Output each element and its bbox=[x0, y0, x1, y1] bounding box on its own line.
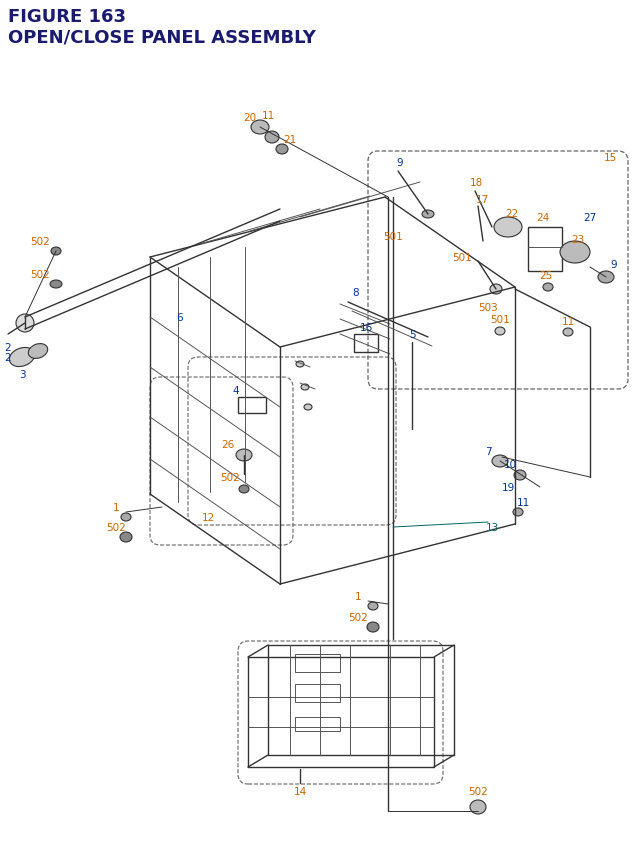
Ellipse shape bbox=[304, 405, 312, 411]
Text: 22: 22 bbox=[506, 208, 518, 219]
Ellipse shape bbox=[514, 470, 526, 480]
Ellipse shape bbox=[121, 513, 131, 522]
Text: 502: 502 bbox=[30, 269, 50, 280]
Text: 20: 20 bbox=[243, 113, 257, 123]
Bar bbox=[238, 398, 266, 413]
Text: 502: 502 bbox=[220, 473, 240, 482]
Text: 1: 1 bbox=[113, 503, 119, 512]
Ellipse shape bbox=[120, 532, 132, 542]
Ellipse shape bbox=[367, 623, 379, 632]
Ellipse shape bbox=[251, 121, 269, 135]
Ellipse shape bbox=[495, 328, 505, 336]
Text: 1: 1 bbox=[355, 592, 362, 601]
Text: 503: 503 bbox=[478, 303, 498, 313]
Text: 7: 7 bbox=[484, 447, 492, 456]
Text: 8: 8 bbox=[353, 288, 359, 298]
Ellipse shape bbox=[368, 603, 378, 610]
Ellipse shape bbox=[276, 145, 288, 155]
Ellipse shape bbox=[10, 348, 35, 367]
Text: 13: 13 bbox=[485, 523, 499, 532]
Text: 2: 2 bbox=[4, 353, 12, 362]
Text: 26: 26 bbox=[221, 439, 235, 449]
Text: 9: 9 bbox=[397, 158, 403, 168]
Ellipse shape bbox=[51, 248, 61, 256]
Ellipse shape bbox=[560, 242, 590, 263]
Text: 502: 502 bbox=[348, 612, 368, 623]
Text: 11: 11 bbox=[516, 498, 530, 507]
Text: 23: 23 bbox=[572, 235, 584, 245]
Text: 27: 27 bbox=[584, 213, 596, 223]
Bar bbox=[528, 228, 562, 272]
Text: 21: 21 bbox=[284, 135, 296, 145]
Text: 501: 501 bbox=[490, 314, 510, 325]
Text: FIGURE 163: FIGURE 163 bbox=[8, 8, 126, 26]
Text: 5: 5 bbox=[409, 330, 415, 339]
Ellipse shape bbox=[470, 800, 486, 814]
Text: 25: 25 bbox=[540, 270, 552, 281]
Bar bbox=[295, 684, 340, 703]
Text: 14: 14 bbox=[293, 786, 307, 796]
Text: 11: 11 bbox=[261, 111, 275, 121]
Ellipse shape bbox=[239, 486, 249, 493]
Text: 9: 9 bbox=[611, 260, 618, 269]
Text: 19: 19 bbox=[501, 482, 515, 492]
Ellipse shape bbox=[422, 211, 434, 219]
Text: 12: 12 bbox=[202, 512, 214, 523]
Text: 11: 11 bbox=[561, 317, 575, 326]
Bar bbox=[354, 335, 378, 353]
Text: 502: 502 bbox=[30, 237, 50, 247]
Ellipse shape bbox=[50, 281, 62, 288]
Ellipse shape bbox=[301, 385, 309, 391]
Bar bbox=[295, 654, 340, 672]
Text: 15: 15 bbox=[604, 152, 616, 163]
Ellipse shape bbox=[236, 449, 252, 461]
Text: 501: 501 bbox=[452, 253, 472, 263]
Ellipse shape bbox=[28, 344, 48, 359]
Text: 502: 502 bbox=[106, 523, 126, 532]
Circle shape bbox=[16, 314, 34, 332]
Bar bbox=[295, 717, 340, 731]
Text: 17: 17 bbox=[476, 195, 488, 205]
Text: 502: 502 bbox=[468, 786, 488, 796]
Ellipse shape bbox=[563, 329, 573, 337]
Text: 16: 16 bbox=[360, 323, 372, 332]
Ellipse shape bbox=[513, 508, 523, 517]
Text: 24: 24 bbox=[536, 213, 550, 223]
Text: 2: 2 bbox=[4, 343, 12, 353]
Text: 6: 6 bbox=[177, 313, 183, 323]
Ellipse shape bbox=[296, 362, 304, 368]
Ellipse shape bbox=[265, 132, 279, 144]
Text: 3: 3 bbox=[19, 369, 26, 380]
Text: 10: 10 bbox=[504, 460, 516, 469]
Text: 18: 18 bbox=[469, 177, 483, 188]
Text: 501: 501 bbox=[383, 232, 403, 242]
Text: OPEN/CLOSE PANEL ASSEMBLY: OPEN/CLOSE PANEL ASSEMBLY bbox=[8, 28, 316, 46]
Ellipse shape bbox=[543, 283, 553, 292]
Ellipse shape bbox=[492, 455, 508, 468]
Ellipse shape bbox=[494, 218, 522, 238]
Text: 4: 4 bbox=[233, 386, 239, 395]
Ellipse shape bbox=[598, 272, 614, 283]
Ellipse shape bbox=[490, 285, 502, 294]
